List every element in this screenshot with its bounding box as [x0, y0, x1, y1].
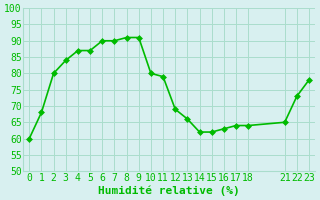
- X-axis label: Humidité relative (%): Humidité relative (%): [98, 185, 240, 196]
